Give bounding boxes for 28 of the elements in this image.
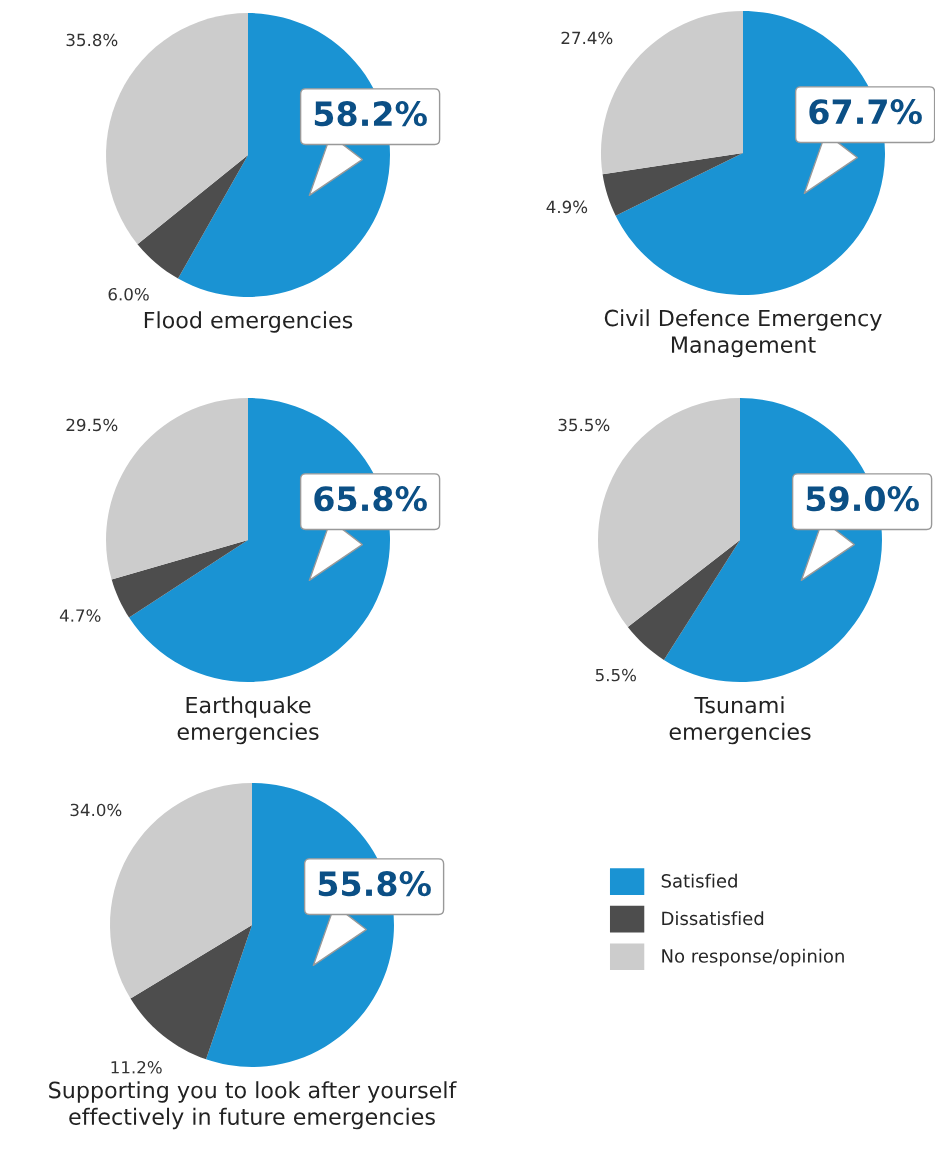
pie-slice [137,155,248,279]
data-label: 67.7% [809,99,922,125]
text: Civil Defence Emergency Management [604,309,882,358]
data-label: 35.8% [66,33,118,47]
data-label: 29.5% [66,418,118,432]
pie-slice [130,925,252,1060]
data-label: 55.8% [318,871,431,897]
data-label: 4.9% [546,200,588,214]
pie-slice [602,153,743,216]
data-label: 5.5% [595,668,637,682]
pie-slice [111,540,248,618]
data-label: 35.5% [558,418,610,432]
data-label: 11.2% [111,1060,162,1074]
legend-label: Dissatisfied [662,911,764,926]
data-label: 59.0% [806,486,919,512]
text: Tsunami emergencies [669,696,811,745]
text: Supporting you to look after yourself effectively in future emergencies [49,1081,457,1130]
data-label: 65.8% [314,486,427,512]
data-label: 34.0% [70,803,122,817]
pie-slice [627,540,740,660]
legend-label: No response/opinion [662,948,844,967]
data-label: 58.2% [314,101,427,127]
text: Flood emergencies [144,311,353,333]
data-label: 6.0% [108,287,149,301]
text: Earthquake emergencies [177,696,319,745]
legend-label: Satisfied [661,873,737,888]
data-label: 4.7% [59,609,101,622]
data-label: 27.4% [561,31,613,45]
